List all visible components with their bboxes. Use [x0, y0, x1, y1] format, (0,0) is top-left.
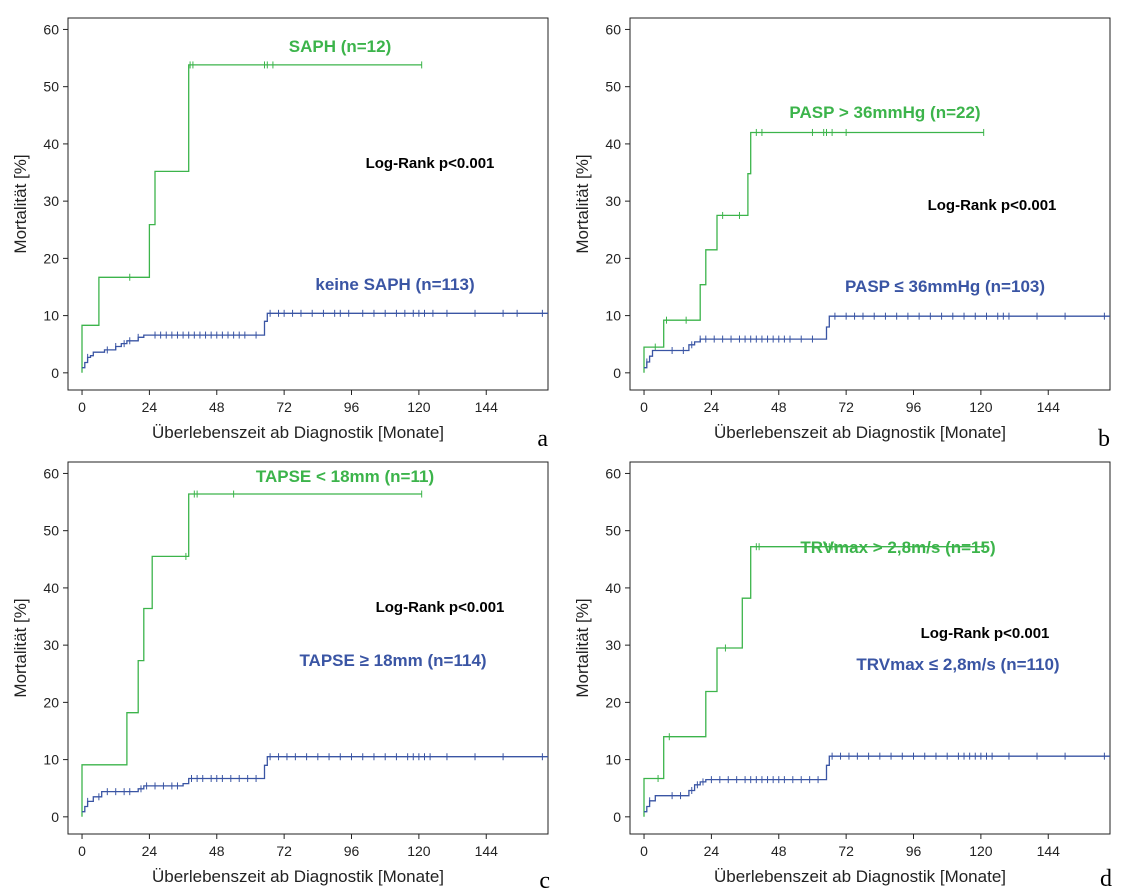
series-line-high-risk	[81, 64, 422, 373]
x-axis-label: Überlebenszeit ab Diagnostik [Monate]	[152, 867, 444, 886]
x-tick-label: 96	[906, 399, 922, 415]
series-line-high-risk	[81, 493, 422, 817]
y-tick-label: 20	[605, 250, 621, 266]
y-axis-label: Mortalität [%]	[573, 154, 592, 253]
log-rank-annotation: Log-Rank p<0.001	[921, 625, 1050, 642]
y-tick-label: 40	[605, 580, 621, 596]
series-line-low-risk	[82, 312, 548, 369]
y-tick-label: 60	[43, 21, 59, 37]
x-tick-label: 48	[771, 399, 787, 415]
y-tick-label: 30	[605, 193, 621, 209]
y-axis-label: Mortalität [%]	[11, 598, 30, 697]
panel-letter: d	[1100, 866, 1112, 888]
y-tick-label: 30	[43, 637, 59, 653]
y-tick-label: 40	[605, 136, 621, 152]
panel-a: 0 10 20 30 40 50 60 0 24 48 72 96 120 144 Überlebensze…	[11, 17, 549, 452]
y-tick-label: 0	[613, 809, 621, 825]
x-tick-label: 144	[1037, 399, 1061, 415]
x-tick-label: 72	[276, 843, 292, 859]
x-axis-label: Überlebenszeit ab Diagnostik [Monate]	[152, 423, 444, 442]
y-tick-label: 30	[43, 193, 59, 209]
x-tick-label: 48	[771, 843, 787, 859]
x-tick-label: 120	[407, 843, 431, 859]
y-tick-label: 50	[43, 523, 59, 539]
panel-letter: b	[1098, 426, 1110, 452]
x-axis-label: Überlebenszeit ab Diagnostik [Monate]	[714, 867, 1006, 886]
x-tick-label: 24	[704, 843, 720, 859]
x-tick-label: 0	[640, 843, 648, 859]
y-tick-label: 20	[43, 694, 59, 710]
x-tick-label: 0	[78, 843, 86, 859]
x-tick-label: 48	[209, 399, 225, 415]
y-tick-label: 60	[605, 21, 621, 37]
x-tick-label: 96	[906, 843, 922, 859]
x-tick-label: 24	[704, 399, 720, 415]
x-tick-label: 0	[78, 399, 86, 415]
x-tick-label: 96	[344, 843, 360, 859]
series-line-low-risk	[644, 315, 1110, 369]
y-tick-label: 40	[43, 580, 59, 596]
panel-letter: a	[537, 426, 548, 452]
series-line-high-risk	[643, 131, 984, 373]
series-label-low-risk: keine SAPH (n=113)	[315, 275, 474, 294]
series-line-low-risk	[644, 755, 1110, 813]
x-tick-label: 24	[142, 399, 158, 415]
panel-b: 0 10 20 30 40 50 60 0 24 48 72 96 120 144 Überlebensze…	[573, 17, 1111, 452]
y-tick-label: 50	[605, 79, 621, 95]
y-tick-label: 10	[605, 308, 621, 324]
panel-d: 0 10 20 30 40 50 60 0 24 48 72 96 120 144 Überlebensze…	[573, 461, 1112, 888]
series-label-high-risk: TAPSE < 18mm (n=11)	[256, 467, 434, 486]
y-tick-label: 50	[43, 79, 59, 95]
plot-frame	[629, 17, 1111, 391]
x-tick-label: 120	[969, 399, 993, 415]
plot-frame	[67, 17, 549, 391]
log-rank-annotation: Log-Rank p<0.001	[366, 155, 495, 172]
plot-frame	[629, 461, 1111, 835]
series-line-low-risk	[82, 756, 548, 813]
series-line-high-risk	[643, 546, 984, 817]
x-tick-label: 72	[838, 399, 854, 415]
log-rank-annotation: Log-Rank p<0.001	[376, 599, 505, 616]
y-tick-label: 40	[43, 136, 59, 152]
y-tick-label: 10	[43, 752, 59, 768]
y-axis-label: Mortalität [%]	[573, 598, 592, 697]
series-label-high-risk: SAPH (n=12)	[289, 37, 392, 56]
x-tick-label: 144	[475, 843, 499, 859]
y-tick-label: 50	[605, 523, 621, 539]
x-tick-label: 120	[407, 399, 431, 415]
series-label-high-risk: TRVmax > 2,8m/s (n=15)	[800, 538, 995, 557]
series-label-low-risk: TAPSE ≥ 18mm (n=114)	[299, 651, 486, 670]
x-tick-label: 48	[209, 843, 225, 859]
series-label-high-risk: PASP > 36mmHg (n=22)	[789, 103, 980, 122]
panel-c: 0 10 20 30 40 50 60 0 24 48 72 96 120 144 Überlebensze…	[11, 461, 550, 888]
series-label-low-risk: PASP ≤ 36mmHg (n=103)	[845, 277, 1045, 296]
y-tick-label: 20	[605, 694, 621, 710]
x-tick-label: 96	[344, 399, 360, 415]
x-axis-label: Überlebenszeit ab Diagnostik [Monate]	[714, 423, 1006, 442]
panel-letter: c	[539, 868, 550, 888]
x-tick-label: 24	[142, 843, 158, 859]
x-tick-label: 72	[276, 399, 292, 415]
x-tick-label: 144	[475, 399, 499, 415]
y-tick-label: 0	[51, 365, 59, 381]
series-label-low-risk: TRVmax ≤ 2,8m/s (n=110)	[856, 655, 1059, 674]
y-tick-label: 60	[605, 465, 621, 481]
log-rank-annotation: Log-Rank p<0.001	[928, 197, 1057, 214]
x-tick-label: 72	[838, 843, 854, 859]
y-tick-label: 0	[613, 365, 621, 381]
plot-frame	[67, 461, 549, 835]
y-tick-label: 30	[605, 637, 621, 653]
x-tick-label: 144	[1037, 843, 1061, 859]
y-tick-label: 0	[51, 809, 59, 825]
x-tick-label: 0	[640, 399, 648, 415]
y-tick-label: 20	[43, 250, 59, 266]
y-tick-label: 60	[43, 465, 59, 481]
y-axis-label: Mortalität [%]	[11, 154, 30, 253]
y-tick-label: 10	[605, 752, 621, 768]
x-tick-label: 120	[969, 843, 993, 859]
y-tick-label: 10	[43, 308, 59, 324]
